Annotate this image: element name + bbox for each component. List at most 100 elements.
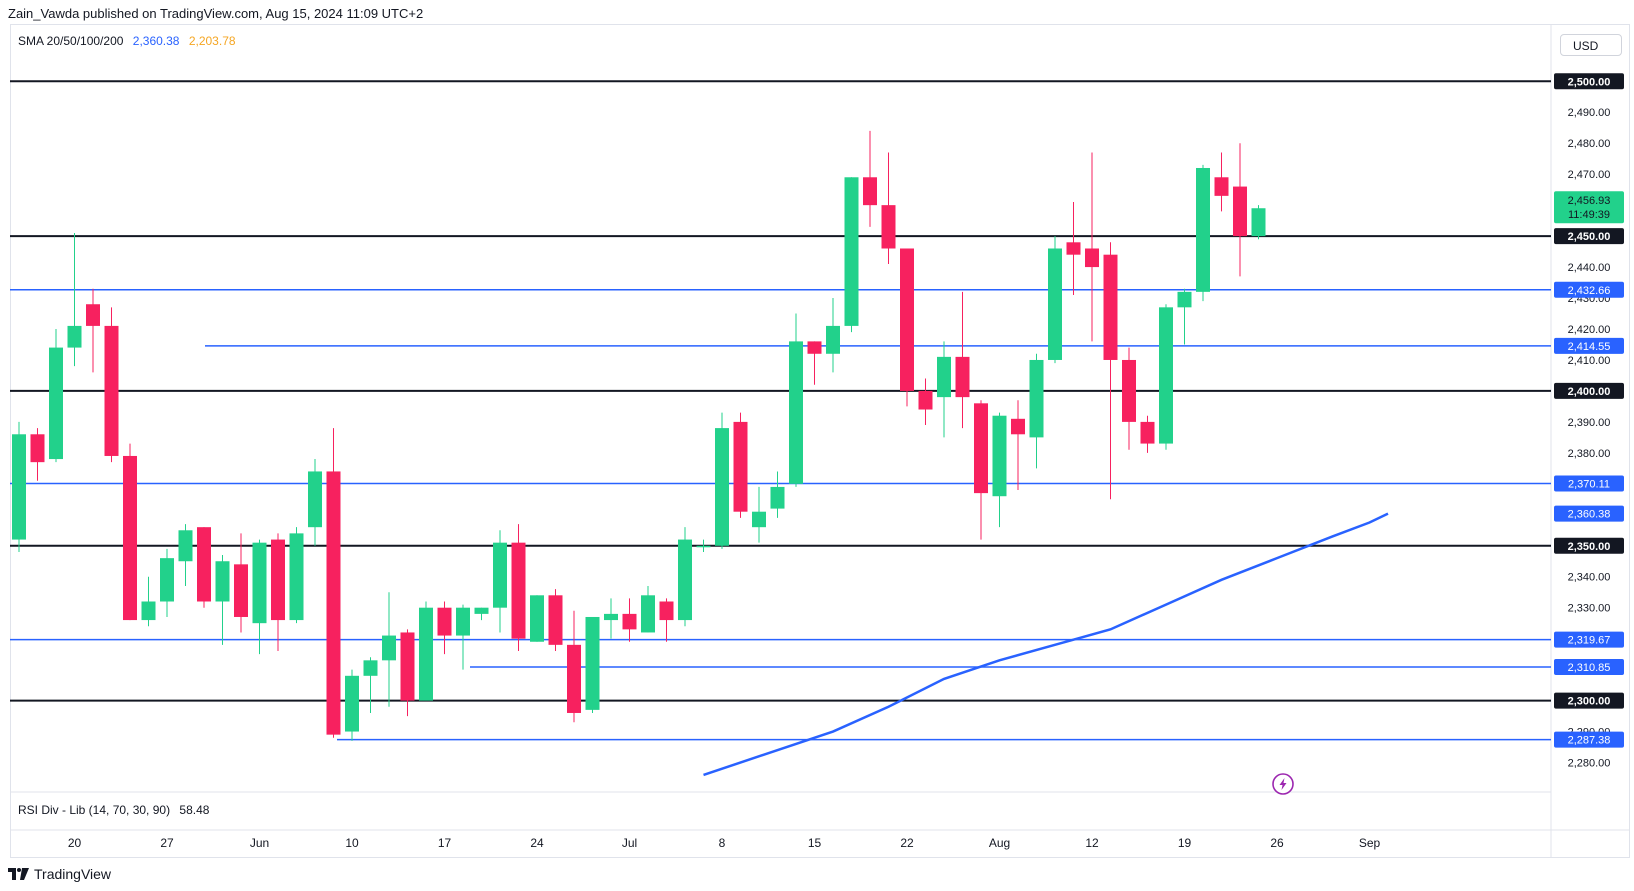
time-tick: 19	[1178, 836, 1192, 850]
time-tick: Sep	[1359, 836, 1381, 850]
brand-name: TradingView	[34, 866, 112, 882]
time-axis: 20 27 Jun 10 17 24 Jul 8 15 22 Aug 12 19 26 Sep	[68, 836, 1381, 850]
candle-body	[1085, 248, 1099, 268]
time-tick: 8	[719, 836, 726, 850]
time-tick: 27	[160, 836, 174, 850]
time-tick: 26	[1270, 836, 1284, 850]
rsi-legend: RSI Div - Lib (14, 70, 30, 90) 58.48	[18, 803, 209, 817]
level-price-label: 2,370.11	[1568, 478, 1610, 490]
candle-body	[1066, 242, 1081, 255]
price-tick: 2,490.00	[1568, 107, 1611, 119]
candle-body	[123, 455, 137, 621]
sma-price-tag	[1554, 505, 1624, 522]
candle-body	[326, 471, 341, 735]
price-tick: 2,340.00	[1568, 572, 1611, 584]
candle-body	[918, 390, 933, 410]
current-price-label: 2,456.93	[1568, 195, 1611, 207]
price-tick: 2,280.00	[1568, 758, 1611, 770]
level-price-label: 2,400.00	[1568, 386, 1611, 398]
footer-brand[interactable]: TradingView	[8, 866, 111, 882]
level-price-tag	[1554, 281, 1624, 298]
publisher-header: Zain_Vawda published on TradingView.com,…	[8, 6, 424, 21]
candle-body	[49, 347, 63, 460]
candle-body	[234, 564, 248, 617]
candle-body	[178, 530, 193, 562]
candle-body	[289, 533, 304, 621]
time-tick: 15	[808, 836, 822, 850]
candle-body	[548, 595, 563, 645]
time-tick: Jul	[622, 836, 637, 850]
candle-body	[86, 304, 100, 326]
candle-body	[659, 601, 674, 621]
candle-body	[1122, 359, 1136, 422]
candle-body	[715, 428, 729, 546]
candle-body	[104, 325, 119, 456]
level-price-tag	[1554, 658, 1624, 675]
candle-body	[308, 471, 322, 528]
price-tick: 2,380.00	[1568, 448, 1611, 460]
sma-line	[703, 512, 1389, 777]
price-axis-labels: 2,500.00 2,450.00 2,432.66 2,414.55 2,400.00…	[1554, 73, 1624, 748]
price-tick: 2,420.00	[1568, 324, 1611, 336]
candle-body	[955, 356, 970, 398]
candle-body	[789, 341, 803, 484]
candle-body	[67, 325, 82, 348]
candle-body	[12, 434, 26, 540]
level-price-tag	[1554, 731, 1624, 748]
candle-body	[1140, 421, 1155, 444]
candle-body	[1214, 177, 1229, 196]
candle-body	[474, 607, 489, 614]
candle-body	[215, 561, 230, 602]
candle-body	[567, 644, 581, 713]
candle-body	[363, 660, 378, 676]
candle-body	[1103, 254, 1118, 360]
candle-body	[900, 248, 914, 391]
sma-legend-label: SMA 20/50/100/200	[18, 34, 124, 48]
candle-body	[1011, 418, 1025, 435]
candle-body	[585, 616, 600, 710]
time-tick: 22	[900, 836, 914, 850]
time-tick: 10	[345, 836, 359, 850]
level-price-label: 2,300.00	[1568, 696, 1611, 708]
candle-body	[863, 177, 877, 206]
time-tick: 20	[68, 836, 82, 850]
price-tick: 2,480.00	[1568, 138, 1611, 150]
candle-body	[160, 558, 174, 602]
candle-body	[419, 607, 433, 701]
level-price-label: 2,310.85	[1568, 662, 1611, 674]
candle-body	[826, 325, 840, 354]
level-price-tag	[1554, 631, 1624, 648]
candle-body	[844, 177, 859, 326]
level-price-label: 2,432.66	[1568, 285, 1611, 297]
time-tick: Jun	[250, 836, 269, 850]
price-tick: 2,330.00	[1568, 603, 1611, 615]
level-price-tag	[1554, 537, 1624, 554]
candle-body	[937, 356, 951, 398]
sma-line-layer	[703, 512, 1389, 777]
candle-body	[271, 539, 285, 621]
time-tick: 12	[1085, 836, 1099, 850]
candle-body	[511, 542, 526, 639]
level-price-label: 2,414.55	[1568, 341, 1611, 353]
candle-body	[1029, 359, 1044, 438]
rsi-legend-value: 58.48	[179, 803, 210, 817]
level-price-label: 2,287.38	[1568, 735, 1611, 747]
candle-body	[770, 486, 785, 509]
candle-body	[696, 545, 711, 548]
currency-selector[interactable]: USD	[1560, 34, 1622, 56]
candle-body	[733, 421, 748, 512]
candle-body	[30, 434, 45, 463]
alert-icon	[1272, 773, 1294, 795]
candle-body	[530, 595, 544, 642]
chart-frame	[10, 24, 1630, 858]
level-price-tag	[1554, 475, 1624, 492]
candle-body	[622, 613, 637, 630]
time-tick: 24	[530, 836, 544, 850]
sma-legend-value-2: 2,203.78	[188, 34, 236, 48]
level-price-label: 2,450.00	[1568, 231, 1611, 243]
horizontal-levels	[10, 80, 1551, 741]
tradingview-logo-icon	[8, 868, 29, 880]
sma-price-label: 2,360.38	[1568, 509, 1611, 521]
current-price-tag	[1554, 191, 1624, 224]
